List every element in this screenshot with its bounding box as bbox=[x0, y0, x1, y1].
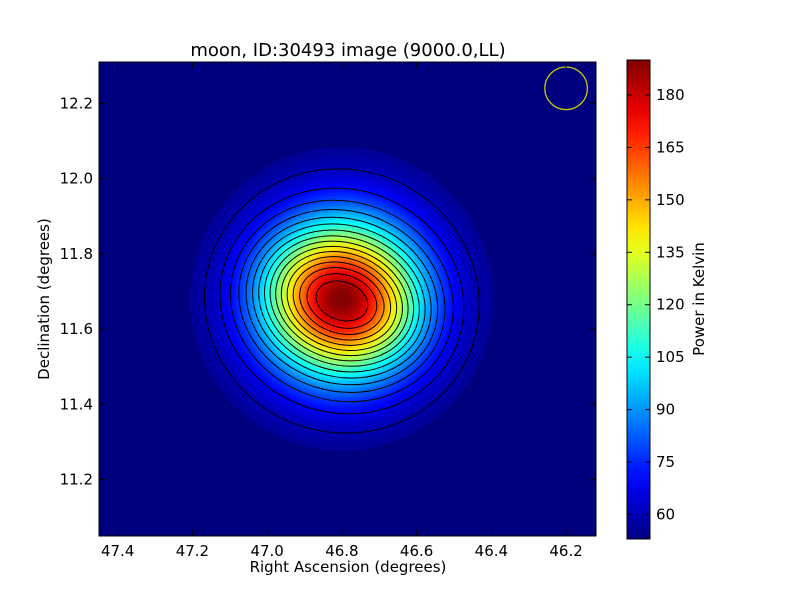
x-tick-label: 46.8 bbox=[325, 542, 358, 560]
contour-line bbox=[292, 261, 392, 341]
colorbar-tick-label: 180 bbox=[656, 86, 685, 104]
contour-lines bbox=[203, 168, 480, 434]
x-tick-label: 47.2 bbox=[176, 542, 209, 560]
y-axis-label: Declination (degrees) bbox=[35, 218, 53, 380]
contour-line bbox=[263, 235, 420, 367]
colorbar-tick-label: 135 bbox=[656, 243, 685, 261]
y-tick-label: 11.4 bbox=[60, 395, 93, 413]
contour-line bbox=[275, 245, 409, 357]
x-tick-label: 46.6 bbox=[400, 542, 433, 560]
colorbar-ticks: 60 75 90 105 120 135 150 165 180 bbox=[627, 86, 685, 524]
contour-line bbox=[229, 199, 454, 403]
contour-line bbox=[280, 250, 403, 352]
chart-title: moon, ID:30493 image (9000.0,LL) bbox=[190, 40, 505, 61]
x-tick-label: 47.4 bbox=[101, 542, 134, 560]
contour-line bbox=[299, 267, 385, 335]
plot-area: 47.4 47.2 47.0 46.8 46.6 46.4 46.2 11.211.411.… bbox=[60, 61, 597, 560]
colorbar-tick-label: 60 bbox=[656, 506, 675, 524]
x-tick-label: 47.0 bbox=[250, 542, 283, 560]
y-axis: 11.2 11.4 11.6 11.8 12.0 12.2 bbox=[60, 94, 596, 489]
contour-line bbox=[238, 208, 446, 394]
colorbar-tick-label: 165 bbox=[656, 138, 685, 156]
x-tick-label: 46.4 bbox=[475, 542, 508, 560]
x-axis-label: Right Ascension (degrees) bbox=[250, 558, 447, 576]
contour-line bbox=[269, 240, 415, 362]
colorbar-tick-label: 120 bbox=[656, 296, 685, 314]
y-tick-label: 12.0 bbox=[60, 170, 93, 188]
moon-source bbox=[189, 147, 494, 451]
x-axis: 47.4 47.2 47.0 46.8 46.6 46.4 46.2 bbox=[101, 62, 583, 560]
y-tick-label: 11.8 bbox=[60, 245, 93, 263]
x-tick-label: 46.2 bbox=[549, 542, 582, 560]
colorbar-tick-label: 75 bbox=[656, 453, 675, 471]
colorbar-gradient bbox=[627, 60, 650, 539]
contour-line bbox=[306, 273, 378, 329]
plot-frame bbox=[98, 61, 597, 537]
y-tick-label: 11.2 bbox=[60, 471, 93, 489]
colorbar-label: Power in Kelvin bbox=[690, 242, 708, 356]
contour-line bbox=[258, 229, 426, 373]
y-tick-label: 12.2 bbox=[60, 94, 93, 112]
colorbar-tick-label: 90 bbox=[656, 401, 675, 419]
contour-line bbox=[203, 168, 480, 434]
colorbar-tick-label: 150 bbox=[656, 191, 685, 209]
colorbar: 60 75 90 105 120 135 150 165 180 bbox=[626, 59, 685, 540]
colorbar-frame bbox=[626, 59, 651, 540]
contour-line bbox=[315, 280, 369, 322]
y-tick-label: 11.6 bbox=[60, 320, 93, 338]
contour-line bbox=[286, 256, 398, 346]
contour-line bbox=[245, 216, 439, 386]
contour-line bbox=[219, 187, 465, 415]
colorbar-tick-label: 105 bbox=[656, 348, 685, 366]
contour-line bbox=[252, 223, 432, 379]
